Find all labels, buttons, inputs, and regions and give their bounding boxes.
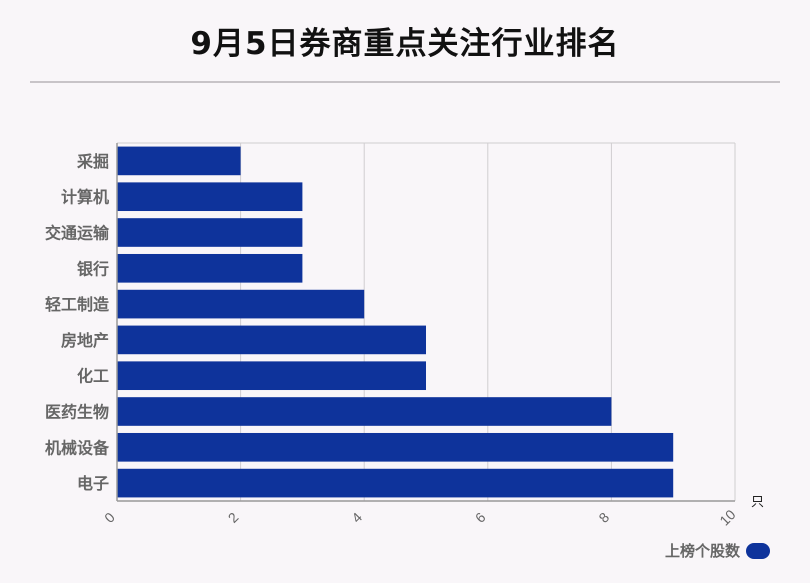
x-unit-label: 只 bbox=[751, 495, 764, 510]
bar bbox=[117, 468, 674, 498]
category-label: 房地产 bbox=[61, 331, 109, 350]
category-label: 计算机 bbox=[61, 188, 109, 207]
category-label: 电子 bbox=[77, 474, 109, 493]
axes bbox=[116, 143, 735, 502]
bar bbox=[117, 361, 426, 391]
bar bbox=[117, 253, 303, 283]
title-divider bbox=[30, 81, 780, 83]
legend-label: 上榜个股数 bbox=[664, 542, 740, 560]
legend-swatch bbox=[746, 542, 770, 559]
category-label: 化工 bbox=[77, 367, 109, 386]
category-label: 医药生物 bbox=[45, 403, 109, 422]
bar bbox=[117, 182, 303, 212]
category-label: 轻工制造 bbox=[45, 295, 110, 314]
category-label: 银行 bbox=[77, 259, 109, 278]
category-label: 采掘 bbox=[76, 152, 109, 171]
legend[interactable]: 上榜个股数 bbox=[665, 540, 770, 561]
x-tick-label: 8 bbox=[595, 509, 612, 526]
category-label: 交通运输 bbox=[45, 224, 110, 243]
bars bbox=[117, 146, 674, 498]
bar bbox=[117, 218, 303, 247]
bar bbox=[117, 325, 426, 355]
category-label: 机械设备 bbox=[45, 438, 110, 457]
x-tick-label: 0 bbox=[101, 509, 118, 526]
bar bbox=[117, 289, 365, 319]
x-tick-label: 4 bbox=[348, 509, 365, 526]
bar bbox=[117, 432, 674, 462]
chart-title: 9月5日券商重点关注行业排名 bbox=[190, 26, 620, 62]
x-tick-label: 6 bbox=[472, 509, 489, 526]
bar bbox=[117, 397, 612, 426]
bar bbox=[117, 146, 241, 176]
x-tick-label: 2 bbox=[225, 509, 242, 526]
x-tick-labels: 0 2 4 6 8 10 只 bbox=[101, 495, 764, 529]
x-tick-label: 10 bbox=[716, 506, 738, 528]
